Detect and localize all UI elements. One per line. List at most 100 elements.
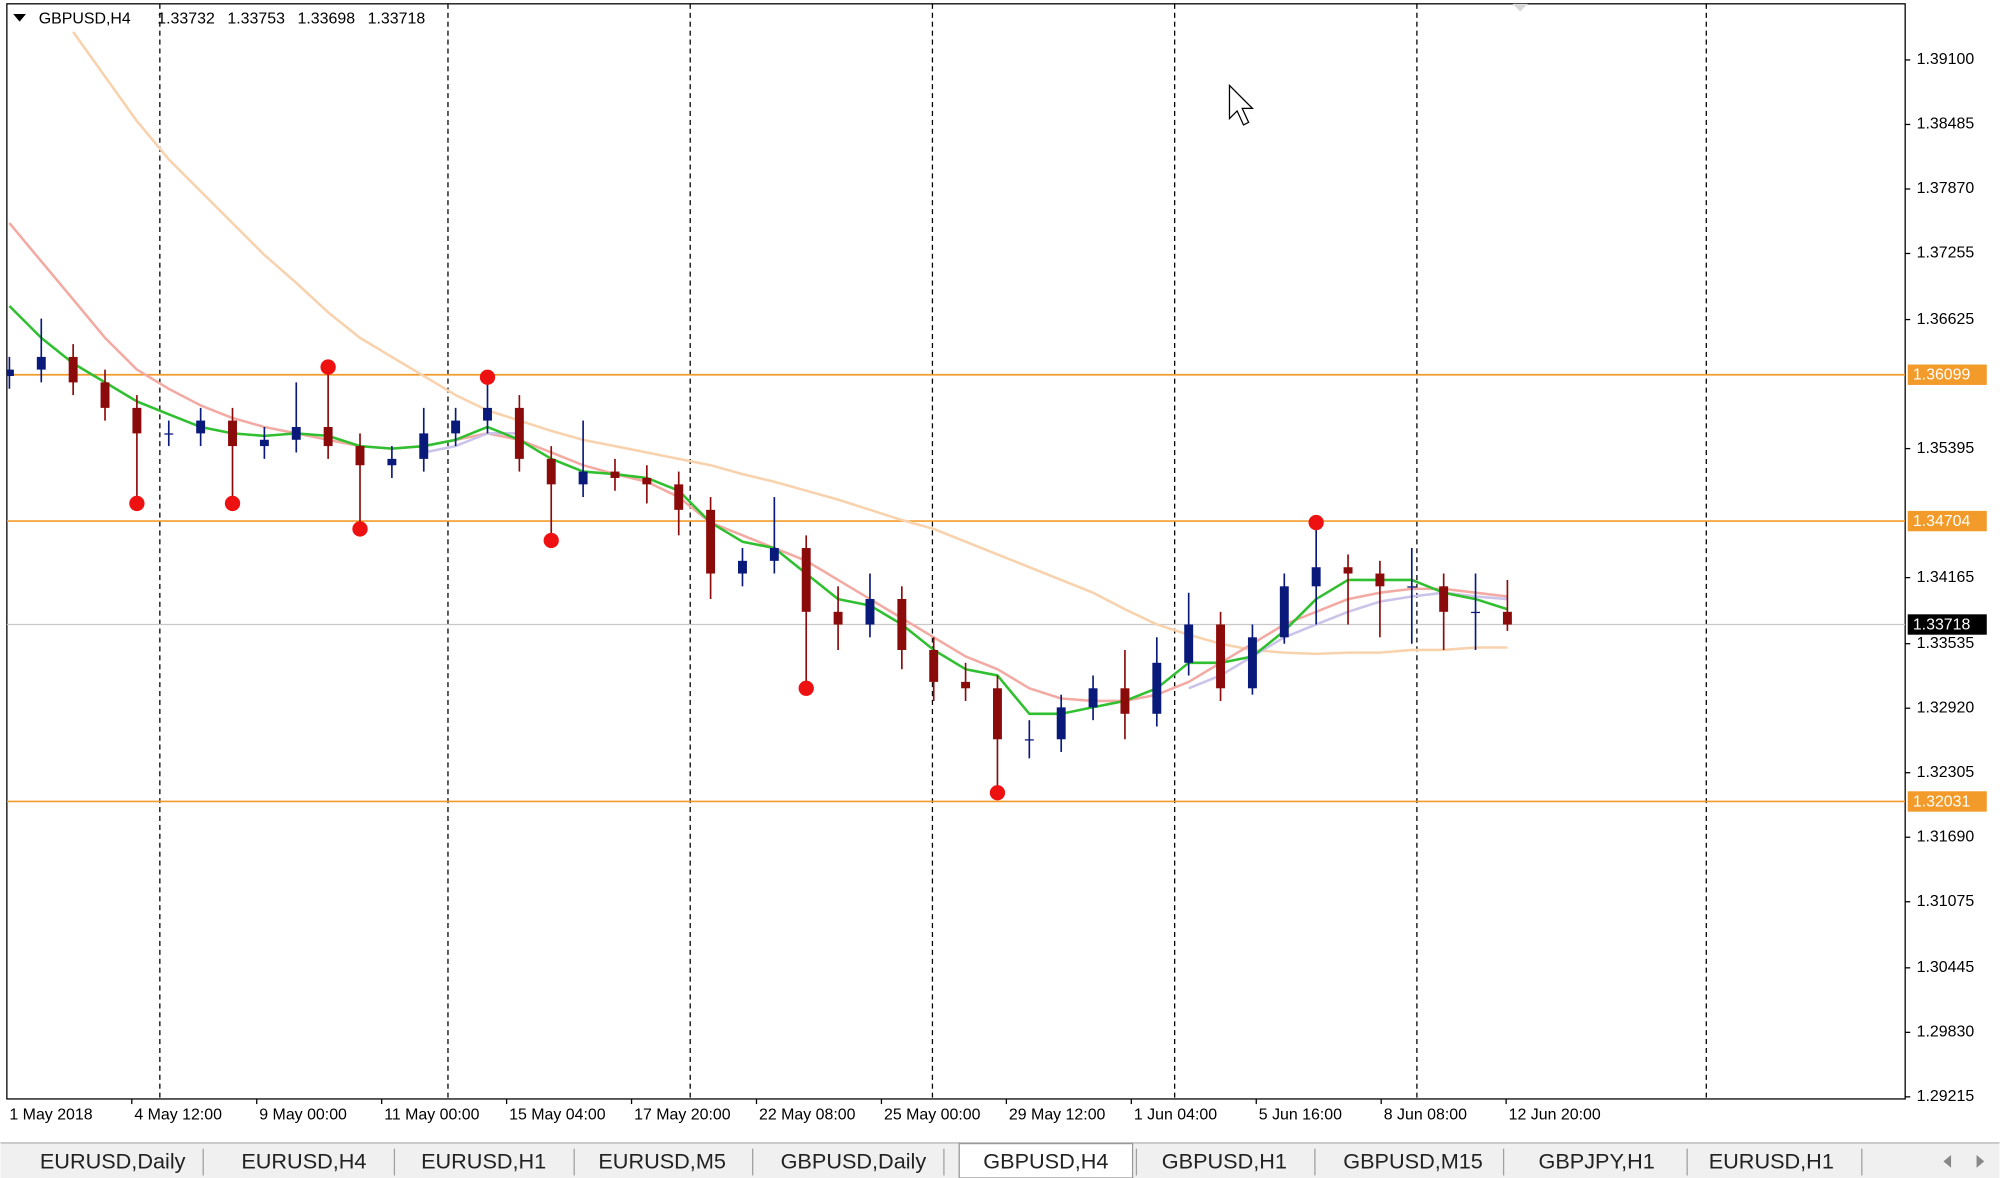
plot-layer	[6, 31, 1512, 801]
active-tab	[958, 1142, 1134, 1178]
tab[interactable]: GBPJPY,H1	[1538, 1148, 1654, 1173]
level-label-box	[1907, 510, 1987, 532]
tab[interactable]: GBPUSD,H4	[983, 1148, 1108, 1173]
candle-body	[674, 484, 684, 510]
fractal-point	[352, 521, 368, 537]
x-tick-label: 1 May 2018	[9, 1107, 92, 1124]
level-label: 1.34704	[1913, 513, 1971, 530]
shift-marker	[1512, 3, 1528, 12]
candle-body	[228, 420, 237, 447]
candle-body	[833, 611, 843, 625]
candle-body	[1088, 688, 1098, 708]
quote-low: 1.33698	[298, 10, 356, 27]
quote-close: 1.33718	[368, 10, 426, 27]
candle-body	[1407, 586, 1417, 588]
tab-scroll-right[interactable]	[1976, 1155, 1985, 1168]
candle-body	[355, 446, 365, 466]
quote-high: 1.33753	[227, 10, 285, 27]
x-tick-label: 12 Jun 20:00	[1509, 1107, 1601, 1124]
candle-body	[483, 407, 492, 421]
candle-body	[1184, 624, 1194, 663]
fractal-point	[320, 359, 336, 375]
candle-body	[578, 471, 588, 485]
tab[interactable]: EURUSD,Daily	[40, 1148, 186, 1173]
y-tick-label: 1.29830	[1917, 1024, 1975, 1041]
candle-body	[1471, 611, 1480, 614]
quote-open: 1.33732	[157, 10, 215, 27]
candle-body	[546, 458, 556, 485]
candle-body	[929, 649, 939, 682]
candle-body	[387, 458, 397, 466]
candle-body	[68, 356, 78, 383]
fractal-point	[989, 785, 1006, 801]
y-tick-label: 1.31075	[1917, 893, 1975, 910]
fractal-point	[224, 495, 241, 512]
x-tick-label: 4 May 12:00	[134, 1107, 222, 1124]
collapse-arrow[interactable]	[13, 14, 26, 22]
moving-average	[8, 305, 1508, 716]
candle-body	[1120, 688, 1130, 714]
symbol-title: GBPUSD,H4	[39, 10, 131, 27]
moving-average	[8, 222, 1508, 703]
candle-body	[1343, 567, 1353, 574]
candle-body	[291, 426, 301, 440]
candle-body	[1216, 624, 1226, 689]
tab-scroll-left[interactable]	[1943, 1155, 1952, 1168]
x-tick-label: 9 May 00:00	[259, 1107, 347, 1124]
tab[interactable]: GBPUSD,M15	[1343, 1148, 1483, 1173]
candle-body	[992, 688, 1002, 740]
candle-body	[451, 420, 461, 434]
candle-body	[1311, 567, 1321, 587]
candle-body	[738, 560, 747, 574]
y-tick-label: 1.32305	[1917, 764, 1975, 781]
candle-body	[897, 599, 907, 650]
x-tick-label: 8 Jun 08:00	[1384, 1107, 1467, 1124]
grid-layer	[6, 3, 1906, 1099]
candle-body	[100, 382, 110, 408]
candle-body	[642, 477, 652, 485]
candle-body	[1056, 707, 1066, 740]
current-price-box	[1907, 614, 1987, 635]
candle-body	[961, 681, 971, 689]
candle-body	[1502, 611, 1512, 625]
candle-body	[6, 369, 14, 377]
candle-body	[865, 599, 875, 625]
y-tick-label: 1.38485	[1917, 116, 1975, 133]
level-label-box	[1907, 364, 1987, 385]
tab[interactable]: GBPUSD,Daily	[781, 1148, 927, 1173]
tabs: EURUSD,Daily EURUSD,H4 EURUSD,H1 EURUSD,M5 G…	[40, 1142, 1863, 1178]
tab[interactable]: GBPUSD,H1	[1162, 1148, 1287, 1173]
candle-body	[323, 426, 333, 447]
y-tick-label: 1.37870	[1917, 180, 1975, 197]
y-tick-label: 1.35395	[1917, 440, 1975, 457]
tab[interactable]: EURUSD,H1	[421, 1148, 546, 1173]
x-tick-label: 11 May 00:00	[384, 1107, 479, 1124]
fractal-point	[129, 495, 145, 512]
level-label-box	[1907, 791, 1987, 812]
candle-body	[419, 433, 429, 459]
tab[interactable]: EURUSD,H1	[1709, 1148, 1834, 1173]
moving-average	[72, 31, 1508, 656]
y-tick-label: 1.33535	[1917, 635, 1975, 652]
axis-layer: 1.39100 1.38485 1.37870 1.37255 1.36625 1.353…	[9, 51, 1987, 1124]
x-tick-label: 29 May 12:00	[1009, 1107, 1106, 1124]
y-tick-label: 1.37255	[1917, 245, 1975, 262]
candle-body	[706, 509, 716, 574]
y-tick-label: 1.30445	[1917, 959, 1975, 976]
mouse-cursor	[1228, 83, 1254, 126]
candle-body	[36, 356, 46, 370]
y-tick-label: 1.32920	[1917, 699, 1975, 716]
candle-body	[164, 433, 174, 435]
tab[interactable]: EURUSD,M5	[598, 1148, 726, 1173]
y-tick-label: 1.31690	[1917, 828, 1975, 845]
level-label: 1.32031	[1913, 793, 1971, 810]
fractal-point	[1308, 514, 1324, 531]
candle-body	[1375, 573, 1385, 587]
x-tick-label: 25 May 00:00	[884, 1107, 981, 1124]
candle-body	[1279, 586, 1289, 638]
tab[interactable]: EURUSD,H4	[241, 1148, 366, 1173]
fractal-point	[543, 532, 559, 549]
x-tick-label: 1 Jun 04:00	[1134, 1107, 1217, 1124]
x-tick-label: 5 Jun 16:00	[1259, 1107, 1342, 1124]
